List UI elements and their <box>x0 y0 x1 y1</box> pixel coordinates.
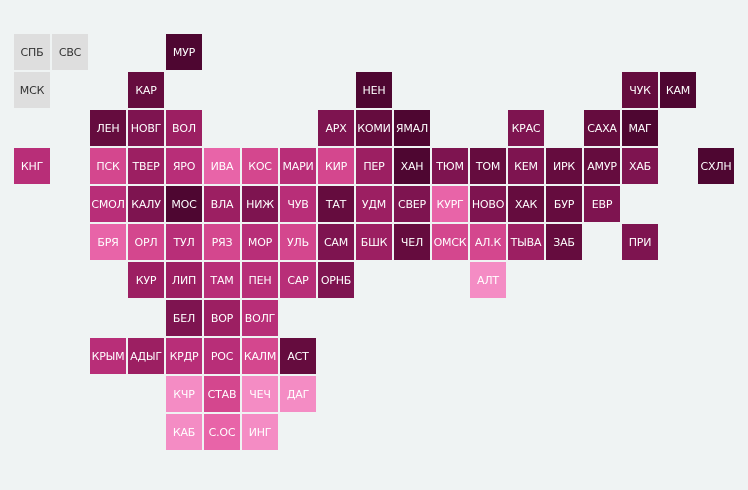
region-tile[interactable]: ХАН <box>394 148 430 184</box>
region-tile[interactable]: НОВО <box>470 186 506 222</box>
region-tile[interactable]: КОМИ <box>356 110 392 146</box>
region-tile[interactable]: ИРК <box>546 148 582 184</box>
region-tile[interactable]: КОС <box>242 148 278 184</box>
region-tile[interactable]: УЛЬ <box>280 224 316 260</box>
region-tile[interactable]: БЕЛ <box>166 300 202 336</box>
region-tile[interactable]: КЧР <box>166 376 202 412</box>
region-tile[interactable]: ДАГ <box>280 376 316 412</box>
region-tile[interactable]: АЛ.К <box>470 224 506 260</box>
region-tile[interactable]: КРЫМ <box>90 338 126 374</box>
region-tile[interactable]: КРАС <box>508 110 544 146</box>
region-tile[interactable]: САХА <box>584 110 620 146</box>
region-tile[interactable]: КИР <box>318 148 354 184</box>
region-tile[interactable]: ТЮМ <box>432 148 468 184</box>
region-tile[interactable]: ОМСК <box>432 224 468 260</box>
region-tile[interactable]: СПБ <box>14 34 50 70</box>
region-tile[interactable]: КАЛМ <box>242 338 278 374</box>
region-tile[interactable]: СВЕР <box>394 186 430 222</box>
region-tile[interactable]: МСК <box>14 72 50 108</box>
region-tile[interactable]: САМ <box>318 224 354 260</box>
region-tile[interactable]: НЕН <box>356 72 392 108</box>
region-tile[interactable]: ПРИ <box>622 224 658 260</box>
region-tile[interactable]: РЯЗ <box>204 224 240 260</box>
region-tile[interactable]: СМОЛ <box>90 186 126 222</box>
region-tile[interactable]: АМУР <box>584 148 620 184</box>
region-tile[interactable]: МАГ <box>622 110 658 146</box>
region-tile[interactable]: МОР <box>242 224 278 260</box>
region-tile[interactable]: ЛЕН <box>90 110 126 146</box>
region-tile[interactable]: БРЯ <box>90 224 126 260</box>
region-tile[interactable]: КАР <box>128 72 164 108</box>
region-tile[interactable]: ЯРО <box>166 148 202 184</box>
region-tile[interactable]: ТАТ <box>318 186 354 222</box>
region-tile[interactable]: УДМ <box>356 186 392 222</box>
region-tile[interactable]: ЗАБ <box>546 224 582 260</box>
region-tile[interactable]: КЕМ <box>508 148 544 184</box>
region-tile[interactable]: СХЛН <box>698 148 734 184</box>
region-tile[interactable]: ХАК <box>508 186 544 222</box>
region-tile[interactable]: НОВГ <box>128 110 164 146</box>
region-tile[interactable]: АЛТ <box>470 262 506 298</box>
region-tile[interactable]: ВОЛГ <box>242 300 278 336</box>
region-tile[interactable]: КРДР <box>166 338 202 374</box>
region-tile[interactable]: ИВА <box>204 148 240 184</box>
region-tile[interactable]: БУР <box>546 186 582 222</box>
region-tile[interactable]: КАМ <box>660 72 696 108</box>
region-tile[interactable]: КНГ <box>14 148 50 184</box>
region-tile[interactable]: ТУЛ <box>166 224 202 260</box>
region-tile[interactable]: МОС <box>166 186 202 222</box>
region-tile[interactable]: НИЖ <box>242 186 278 222</box>
region-tile[interactable]: МУР <box>166 34 202 70</box>
region-tile[interactable]: ПЕР <box>356 148 392 184</box>
region-tile[interactable]: ТЫВА <box>508 224 544 260</box>
region-tile[interactable]: ПСК <box>90 148 126 184</box>
region-tile[interactable]: РОС <box>204 338 240 374</box>
region-tile[interactable]: КАЛУ <box>128 186 164 222</box>
region-tile[interactable]: КУРГ <box>432 186 468 222</box>
region-tile[interactable]: ПЕН <box>242 262 278 298</box>
region-tile[interactable]: ВОЛ <box>166 110 202 146</box>
region-tile[interactable]: ТАМ <box>204 262 240 298</box>
region-tile[interactable]: ЧЕЛ <box>394 224 430 260</box>
region-tile[interactable]: ВЛА <box>204 186 240 222</box>
region-tile[interactable]: ОРНБ <box>318 262 354 298</box>
region-tile[interactable]: ЧУК <box>622 72 658 108</box>
region-tile[interactable]: МАРИ <box>280 148 316 184</box>
region-tile[interactable]: ЧЕЧ <box>242 376 278 412</box>
region-tile[interactable]: С.ОС <box>204 414 240 450</box>
region-tile[interactable]: ВОР <box>204 300 240 336</box>
region-tile[interactable]: ХАБ <box>622 148 658 184</box>
region-tile[interactable]: АДЫГ <box>128 338 164 374</box>
region-tile[interactable]: ЕВР <box>584 186 620 222</box>
region-tile[interactable]: ИНГ <box>242 414 278 450</box>
region-tile[interactable]: ЛИП <box>166 262 202 298</box>
region-tile[interactable]: АРХ <box>318 110 354 146</box>
region-tile[interactable]: КАБ <box>166 414 202 450</box>
region-tile[interactable]: ТОМ <box>470 148 506 184</box>
region-tile[interactable]: ЧУВ <box>280 186 316 222</box>
region-tile[interactable]: БШК <box>356 224 392 260</box>
region-tile[interactable]: СВС <box>52 34 88 70</box>
region-tile[interactable]: ЯМАЛ <box>394 110 430 146</box>
region-tile[interactable]: КУР <box>128 262 164 298</box>
region-tile[interactable]: СТАВ <box>204 376 240 412</box>
region-tile[interactable]: САР <box>280 262 316 298</box>
region-tile[interactable]: АСТ <box>280 338 316 374</box>
region-tile[interactable]: ОРЛ <box>128 224 164 260</box>
region-tile[interactable]: ТВЕР <box>128 148 164 184</box>
